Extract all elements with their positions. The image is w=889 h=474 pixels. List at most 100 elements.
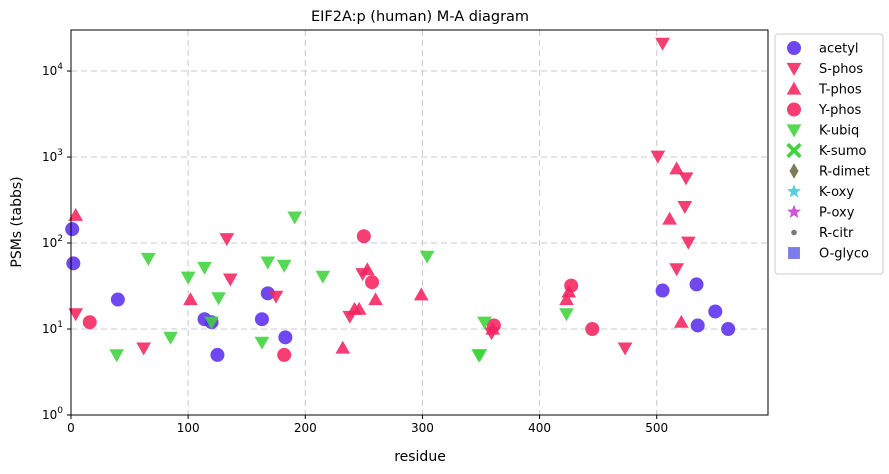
point-acetyl <box>260 286 275 301</box>
point-S-phos <box>617 342 633 356</box>
legend-marker-R-citr <box>791 229 797 236</box>
point-T-phos <box>559 292 574 306</box>
point-S-phos <box>136 342 151 356</box>
point-T-phos <box>673 314 689 328</box>
point-K-ubiq <box>559 308 574 322</box>
legend-frame <box>774 33 884 275</box>
y-tick-base: 10 <box>42 64 57 78</box>
point-T-phos <box>662 211 677 225</box>
x-tick-label: 300 <box>411 421 434 435</box>
point-T-phos <box>183 292 198 306</box>
point-K-ubiq <box>254 336 270 350</box>
point-S-phos <box>680 236 696 250</box>
point-T-phos <box>351 301 367 315</box>
grid-lines <box>71 30 768 415</box>
point-Y-phos <box>585 322 600 337</box>
y-tick-exponent: 3 <box>57 148 63 158</box>
point-T-phos <box>335 340 351 354</box>
legend-marker-R-dimet <box>789 163 799 179</box>
point-K-ubiq <box>109 349 125 363</box>
point-acetyl <box>65 222 80 237</box>
legend-marker-T-phos <box>786 81 802 95</box>
point-acetyl <box>254 312 269 327</box>
legend-label: P-oxy <box>819 206 855 221</box>
point-K-ubiq <box>315 270 331 284</box>
legend-marker-P-oxy <box>787 204 801 218</box>
legend-marker-S-phos <box>786 62 802 76</box>
point-acetyl <box>655 283 670 298</box>
plot-frame <box>70 29 769 416</box>
point-Y-phos <box>82 315 97 330</box>
point-K-ubiq <box>276 259 292 273</box>
x-axis-label: residue <box>394 449 446 465</box>
data-points <box>65 37 736 363</box>
y-tick-base: 10 <box>42 322 57 336</box>
legend-marker-Y-phos <box>787 102 801 117</box>
point-acetyl <box>278 330 293 345</box>
point-T-phos <box>68 207 84 221</box>
point-T-phos <box>413 287 429 301</box>
point-S-phos <box>268 290 284 304</box>
legend-marker-acetyl <box>787 41 801 55</box>
point-K-ubiq <box>477 316 492 330</box>
y-tick-base: 10 <box>42 236 57 250</box>
x-tick-label: 400 <box>528 421 551 435</box>
y-tick-label: 104 <box>42 62 63 78</box>
y-tick-label: 101 <box>42 320 63 336</box>
legend-label: K-sumo <box>819 144 867 159</box>
x-tick-label: 100 <box>177 421 200 435</box>
point-K-ubiq <box>211 292 226 306</box>
legend-label: Y-phos <box>818 103 862 118</box>
point-K-ubiq <box>140 252 156 266</box>
x-tick-label: 0 <box>67 421 75 435</box>
point-acetyl <box>110 292 125 307</box>
point-Y-phos <box>277 347 292 362</box>
y-axis-label: PSMs (tabbs) <box>9 176 25 267</box>
point-K-ubiq <box>472 349 488 363</box>
legend-label: K-oxy <box>819 185 854 200</box>
y-tick-exponent: 2 <box>57 234 63 244</box>
y-tick-exponent: 4 <box>57 62 63 72</box>
x-tick-label: 500 <box>645 421 668 435</box>
point-T-phos <box>669 161 684 175</box>
legend-label: T-phos <box>818 83 862 98</box>
point-S-phos <box>219 233 235 247</box>
point-Y-phos <box>356 229 371 244</box>
point-K-ubiq <box>197 261 212 275</box>
point-acetyl <box>689 277 704 292</box>
y-tick-base: 10 <box>42 150 57 164</box>
chart-title: EIF2A:p (human) M-A diagram <box>311 9 529 25</box>
point-S-phos <box>650 150 666 164</box>
point-S-phos <box>222 273 238 287</box>
point-Y-phos <box>564 278 579 293</box>
point-Y-phos <box>365 275 380 290</box>
y-tick-base: 10 <box>42 408 57 422</box>
point-S-phos <box>677 201 693 214</box>
point-acetyl <box>66 256 81 271</box>
point-acetyl <box>721 322 736 337</box>
legend-label: acetyl <box>819 42 859 57</box>
point-Y-phos <box>486 318 501 333</box>
point-T-phos <box>360 262 375 276</box>
legend-label: S-phos <box>819 62 863 77</box>
legend-marker-O-glyco <box>788 247 800 259</box>
point-S-phos <box>655 37 670 51</box>
point-acetyl <box>708 304 723 319</box>
y-tick-exponent: 1 <box>57 320 63 330</box>
legend-marker-K-ubiq <box>786 124 802 138</box>
point-K-ubiq <box>419 250 435 264</box>
legend-label: R-dimet <box>819 165 870 180</box>
y-tick-label: 103 <box>42 148 63 164</box>
y-tick-label: 100 <box>42 406 63 422</box>
legend-marker-K-oxy <box>787 184 801 198</box>
legend-label: K-ubiq <box>819 124 859 139</box>
legend-marker-K-sumo <box>786 142 802 159</box>
point-acetyl <box>690 318 705 333</box>
x-tick-label: 200 <box>294 421 317 435</box>
legend-label: O-glyco <box>819 247 869 262</box>
y-tick-label: 102 <box>42 234 63 250</box>
legend-label: R-citr <box>819 226 854 241</box>
y-tick-exponent: 0 <box>57 406 63 416</box>
